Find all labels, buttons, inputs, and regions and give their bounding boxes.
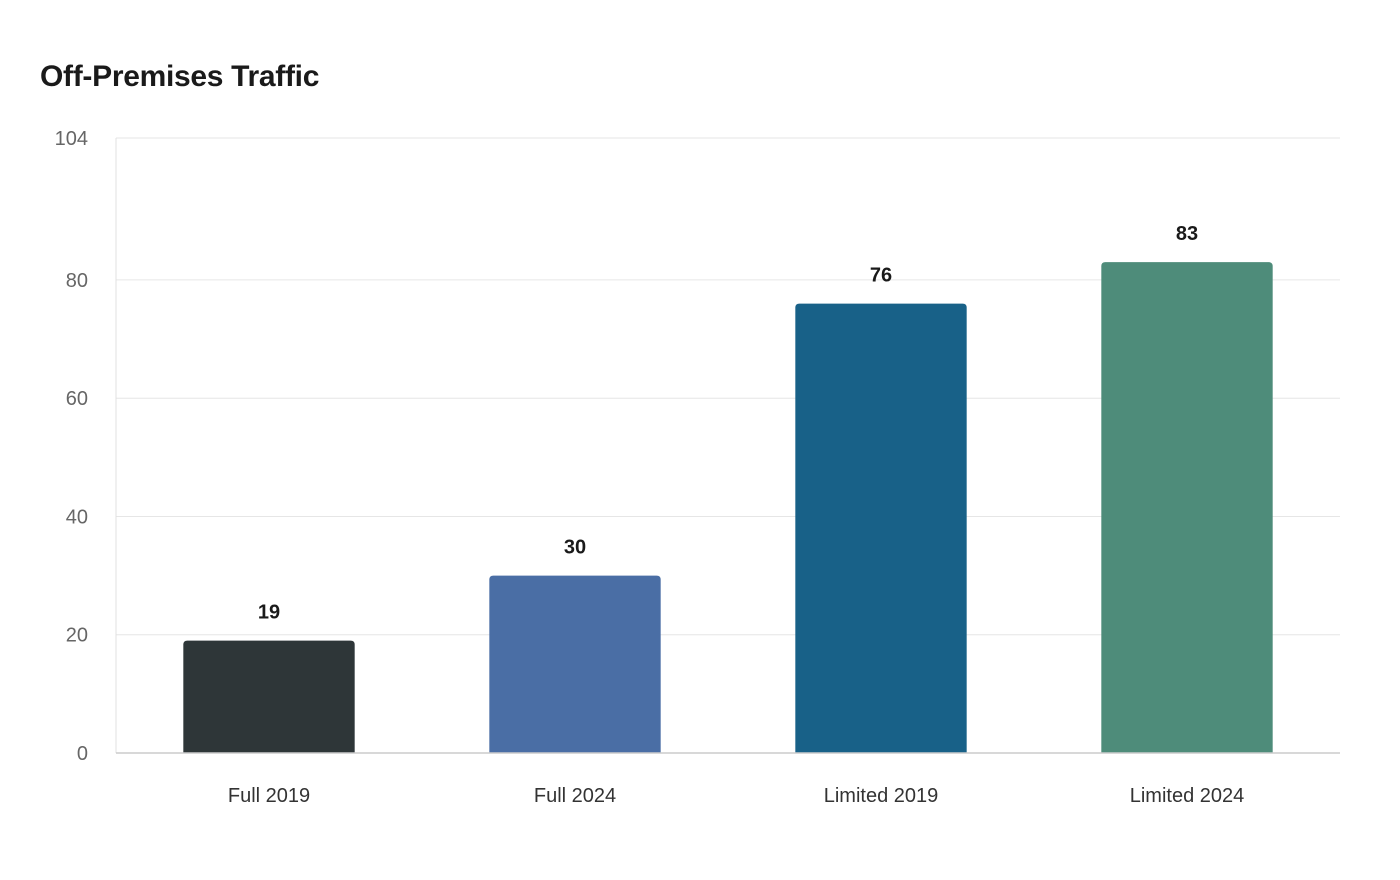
- bar-full-2024: [489, 575, 661, 753]
- x-tick-label: Limited 2024: [1130, 785, 1245, 807]
- value-label: 30: [564, 537, 586, 559]
- value-label: 83: [1176, 223, 1198, 245]
- x-tick-label: Full 2024: [534, 785, 616, 807]
- y-tick-label: 20: [66, 625, 88, 647]
- value-labels: 19 30 76 83: [258, 223, 1198, 623]
- value-label: 19: [258, 602, 280, 624]
- x-tick-label: Full 2019: [228, 785, 310, 807]
- y-axis-tick-labels: 0 20 40 60 80 104: [55, 128, 88, 765]
- y-tick-label: 40: [66, 506, 88, 528]
- chart-title: Off-Premises Traffic: [40, 60, 320, 93]
- y-tick-label: 0: [77, 743, 88, 765]
- bar-limited-2019: [795, 303, 967, 753]
- value-label: 76: [870, 265, 892, 287]
- y-tick-label: 80: [66, 270, 88, 292]
- x-axis-tick-labels: Full 2019 Full 2024 Limited 2019 Limited 20…: [228, 785, 1244, 807]
- bars: [183, 262, 1273, 753]
- y-tick-label: 104: [55, 128, 88, 150]
- y-tick-label: 60: [66, 388, 88, 410]
- x-tick-label: Limited 2019: [824, 785, 939, 807]
- bar-limited-2024: [1101, 262, 1273, 753]
- bar-full-2019: [183, 640, 355, 753]
